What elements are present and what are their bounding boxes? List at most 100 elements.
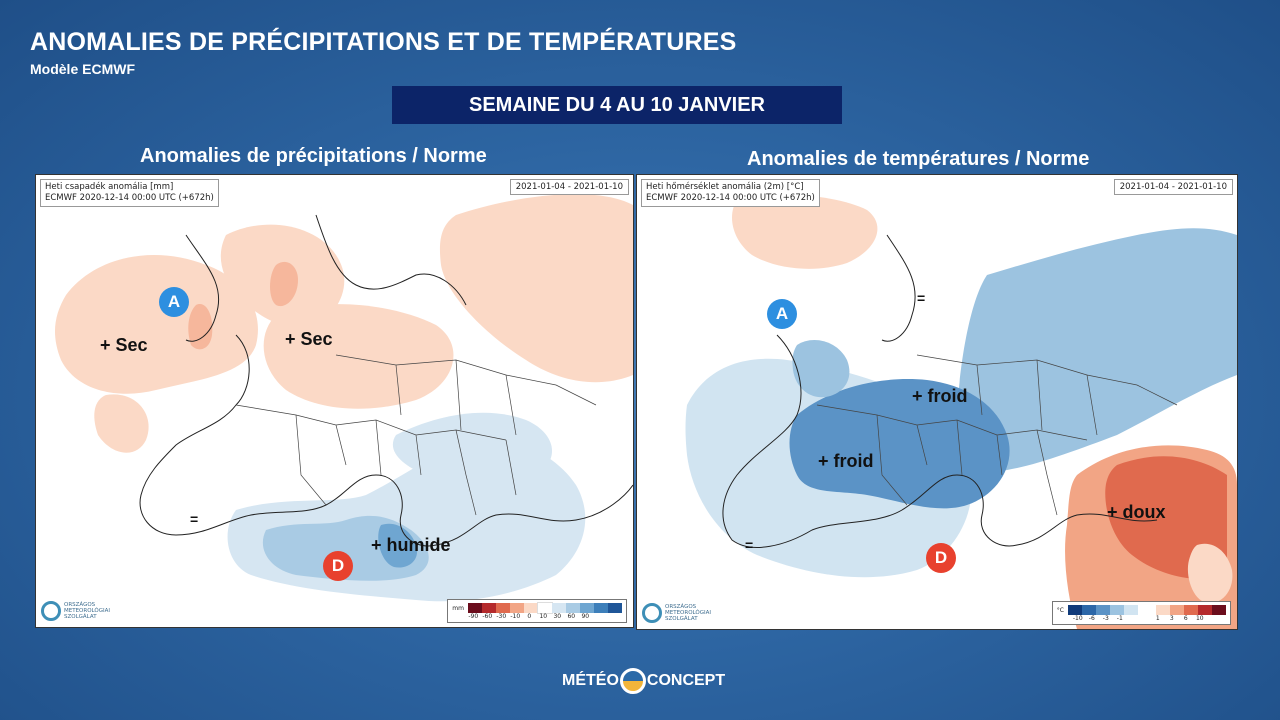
low-pressure-letter: D xyxy=(934,548,948,567)
temperature-legend: °C -10 -6 -3 -1 1 3 6 10 xyxy=(1051,601,1231,625)
met-service-logo: ORSZÁGOS METEOROLÓGIAI SZOLGÁLAT xyxy=(642,603,711,623)
met-service-logo-icon xyxy=(41,601,61,621)
precipitation-info-line2: ECMWF 2020-12-14 00:00 UTC (+672h) xyxy=(45,193,214,203)
footer-brand-right: CONCEPT xyxy=(646,672,726,689)
precipitation-legend-swatch xyxy=(608,603,622,613)
precipitation-legend-swatch xyxy=(552,603,566,613)
precipitation-legend-row: mm xyxy=(452,602,622,614)
precipitation-info-box: Heti csapadék anomália [mm] ECMWF 2020-1… xyxy=(40,179,219,207)
precipitation-legend-tick-label: 60 xyxy=(567,613,576,620)
temperature-legend-cold-tick-label: -10 xyxy=(1072,615,1083,622)
temperature-info-line1: Heti hőmérséklet anomália (2m) [°C] xyxy=(646,182,804,192)
high-pressure-letter: A xyxy=(167,292,181,311)
dry-area-west xyxy=(94,394,149,453)
met-service-logo-icon xyxy=(642,603,662,623)
borders xyxy=(816,354,1178,516)
temperature-map-shapes xyxy=(685,194,1237,629)
footer-logo: MÉTÉO CONCEPT xyxy=(562,668,725,694)
warm-label: + doux xyxy=(1107,502,1166,522)
borders xyxy=(235,354,597,516)
precipitation-legend-swatches xyxy=(468,602,622,614)
coastline xyxy=(722,234,1158,548)
high-pressure-badge: A xyxy=(767,299,797,329)
precipitation-legend: mm -90 -60 -30 -10 0 10 30 60 90 xyxy=(447,599,627,623)
precipitation-legend-tick-label: -10 xyxy=(510,613,521,620)
temperature-legend-ticks: -10 -6 -3 -1 1 3 6 10 xyxy=(1071,615,1226,622)
precipitation-map: Heti csapadék anomália [mm] ECMWF 2020-1… xyxy=(35,174,634,628)
precipitation-info-line1: Heti csapadék anomália [mm] xyxy=(45,182,174,192)
temperature-legend-warm-tick-label: 6 xyxy=(1183,615,1188,622)
precipitation-legend-tick-label: 30 xyxy=(553,613,562,620)
wet-area-ionian xyxy=(378,523,418,568)
warm-area-southeast-light xyxy=(1187,543,1233,604)
temperature-legend-cold-swatch xyxy=(1082,605,1096,615)
dry-label-north: + Sec xyxy=(285,329,333,349)
precipitation-legend-swatch xyxy=(566,603,580,613)
precipitation-legend-ticks: -90 -60 -30 -10 0 10 30 60 90 xyxy=(466,613,622,620)
precipitation-legend-tick-label: -60 xyxy=(482,613,493,620)
temperature-legend-cold-tick-label: -6 xyxy=(1088,615,1095,622)
cold-area-central xyxy=(789,379,1010,509)
cold-area-uk xyxy=(792,340,850,398)
precipitation-legend-swatch xyxy=(594,603,608,613)
precipitation-legend-swatch xyxy=(510,603,524,613)
temperature-legend-warm-swatch xyxy=(1170,605,1184,615)
met-service-logo-text: ORSZÁGOS METEOROLÓGIAI SZOLGÁLAT xyxy=(64,602,110,620)
temperature-legend-row: °C xyxy=(1057,605,1226,615)
week-banner: SEMAINE DU 4 AU 10 JANVIER xyxy=(392,86,842,124)
temperature-legend-cold-tick-label: -3 xyxy=(1102,615,1109,622)
cold-area-east xyxy=(957,228,1237,471)
coastline xyxy=(139,214,633,547)
cold-label-west: + froid xyxy=(818,451,874,471)
wet-label: + humide xyxy=(371,535,451,555)
met-service-logo-line3: SZOLGÁLAT xyxy=(64,614,97,620)
temperature-legend-warm-swatch xyxy=(1212,605,1226,615)
precipitation-legend-swatch xyxy=(537,602,553,614)
page-title: ANOMALIES DE PRÉCIPITATIONS ET DE TEMPÉR… xyxy=(30,28,737,56)
temperature-legend-cold-swatch xyxy=(1096,605,1110,615)
dry-area-atlantic xyxy=(54,255,258,394)
footer-brand-left: MÉTÉO xyxy=(562,672,619,689)
precipitation-legend-swatch xyxy=(496,603,510,613)
temperature-legend-warm-swatch xyxy=(1184,605,1198,615)
low-pressure-badge: D xyxy=(926,543,956,573)
dry-label-west: + Sec xyxy=(100,335,148,355)
temperature-legend-cold-swatch xyxy=(1124,605,1138,615)
precipitation-legend-tick-label: 0 xyxy=(527,613,532,620)
dry-area-uk xyxy=(188,304,213,350)
temperature-legend-cold-swatches xyxy=(1068,605,1138,615)
precipitation-legend-tick-label: -90 xyxy=(468,613,479,620)
met-service-logo-text: ORSZÁGOS METEOROLÓGIAI SZOLGÁLAT xyxy=(665,604,711,622)
low-pressure-badge: D xyxy=(323,551,353,581)
temperature-legend-cold-swatch xyxy=(1068,605,1082,615)
warm-area-north xyxy=(732,194,878,269)
precipitation-legend-tick-label: 90 xyxy=(581,613,590,620)
temperature-legend-warm-tick-label: 10 xyxy=(1195,615,1204,622)
met-service-logo-line3: SZOLGÁLAT xyxy=(665,616,698,622)
temperature-legend-cold-tick-label: -1 xyxy=(1116,615,1123,622)
temperature-legend-warm-tick-label: 3 xyxy=(1169,615,1174,622)
temperature-date-box: 2021-01-04 - 2021-01-10 xyxy=(1113,179,1233,195)
wet-area-balkans xyxy=(392,412,553,487)
met-service-logo-line2: METEOROLÓGIAI xyxy=(64,608,111,614)
neutral-label: = xyxy=(190,511,199,527)
precipitation-legend-swatch xyxy=(580,603,594,613)
temperature-legend-cold-swatch xyxy=(1110,605,1124,615)
met-service-logo: ORSZÁGOS METEOROLÓGIAI SZOLGÁLAT xyxy=(41,601,110,621)
dry-area-scandinavia xyxy=(270,261,298,307)
temperature-map: Heti hőmérséklet anomália (2m) [°C] ECMW… xyxy=(636,174,1238,630)
temperature-legend-unit: °C xyxy=(1056,607,1064,614)
temperature-legend-warm-swatches xyxy=(1156,605,1226,615)
temperature-legend-warm-swatch xyxy=(1156,605,1170,615)
temperature-info-line2: ECMWF 2020-12-14 00:00 UTC (+672h) xyxy=(646,193,815,203)
page-subtitle: Modèle ECMWF xyxy=(30,61,135,77)
precipitation-legend-swatch xyxy=(468,603,482,613)
met-service-logo-line1: ORSZÁGOS xyxy=(64,602,96,608)
high-pressure-badge: A xyxy=(159,287,189,317)
precipitation-legend-swatch xyxy=(482,603,496,613)
met-service-logo-line2: METEOROLÓGIAI xyxy=(665,610,712,616)
precipitation-date-box: 2021-01-04 - 2021-01-10 xyxy=(509,179,629,195)
dry-area-east xyxy=(439,194,633,383)
dry-area-central xyxy=(263,304,454,409)
precipitation-legend-unit: mm xyxy=(452,605,464,612)
